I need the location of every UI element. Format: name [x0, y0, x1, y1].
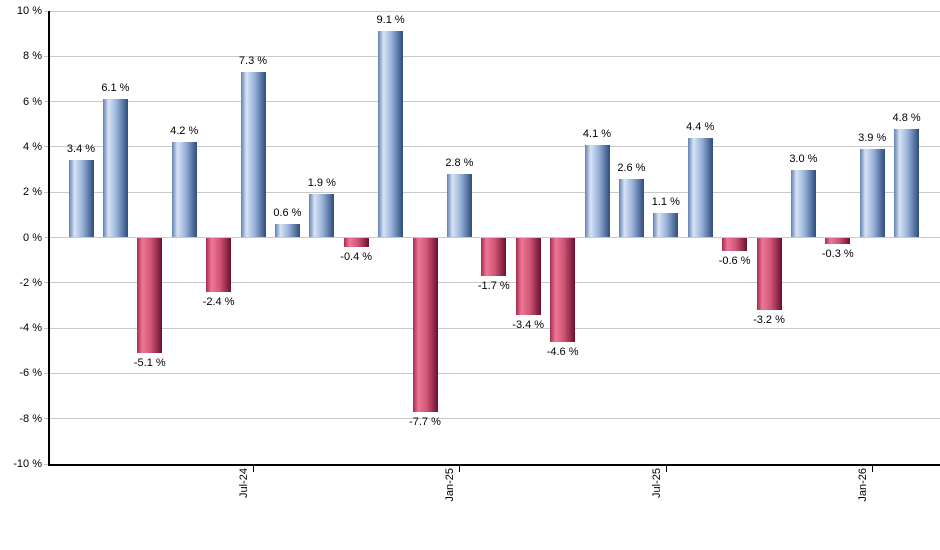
bar-value-label: 9.1 %: [376, 14, 405, 27]
gridline: [44, 101, 940, 103]
bar-positive: [618, 178, 644, 238]
y-axis-tick-label: 8 %: [23, 50, 42, 63]
bar-negative: [343, 237, 369, 247]
bar-value-label: 2.8 %: [445, 157, 474, 170]
y-axis-tick-label: 0 %: [23, 231, 42, 244]
y-axis-tick-label: -8 %: [19, 412, 42, 425]
bar-value-label: 0.6 %: [273, 206, 302, 219]
x-axis-tick: [665, 466, 667, 472]
x-axis-tick-label: Jan-25: [444, 468, 457, 502]
y-axis-tick-label: 10 %: [16, 5, 42, 17]
bar-value-label: 1.9 %: [307, 177, 336, 190]
bar-positive: [653, 212, 679, 238]
gridline: [44, 146, 940, 148]
bar-value-label: 1.1 %: [651, 195, 680, 208]
bar-value-label: -1.7 %: [477, 280, 510, 292]
bar-positive: [68, 160, 94, 238]
bar-negative: [481, 237, 507, 276]
bar-value-label: 4.4 %: [686, 120, 715, 133]
x-axis-tick: [872, 466, 874, 472]
bar-positive: [859, 149, 885, 238]
bar-value-label: -4.6 %: [546, 345, 579, 358]
gridline: [44, 282, 940, 284]
gridline: [44, 418, 940, 420]
bar-negative: [412, 237, 438, 412]
gridline: [44, 191, 940, 193]
y-axis-tick-label: -4 %: [19, 322, 42, 335]
bar-negative: [756, 237, 782, 310]
bar-positive: [171, 142, 197, 238]
x-axis-tick: [459, 466, 461, 472]
gridline: [44, 372, 940, 374]
x-axis-tick: [253, 466, 254, 472]
bar-value-label: 3.0 %: [789, 152, 818, 165]
y-axis-line: [48, 11, 50, 466]
bar-positive: [446, 174, 472, 238]
bar-positive: [378, 31, 404, 238]
gridline: [44, 10, 940, 12]
bar-value-label: 4.2 %: [170, 125, 199, 138]
bar-value-label: 7.3 %: [238, 55, 268, 68]
bar-positive: [309, 194, 335, 238]
bar-positive: [687, 137, 713, 238]
y-axis-tick-label: 4 %: [23, 140, 42, 153]
bar-positive: [584, 144, 610, 238]
bar-value-label: 4.1 %: [582, 127, 612, 140]
y-axis-tick-label: -10 %: [13, 458, 42, 470]
bar-positive: [240, 72, 266, 238]
bar-negative: [550, 237, 576, 342]
y-axis-tick-label: -2 %: [19, 276, 42, 289]
bar-value-label: 3.4 %: [66, 143, 96, 156]
y-axis-tick-label: 6 %: [23, 95, 42, 108]
gridline: [44, 327, 940, 329]
bar-negative: [825, 237, 851, 245]
x-axis-tick-label: Jul-24: [238, 468, 250, 498]
bar-value-label: -0.6 %: [718, 255, 751, 268]
bar-value-label: 2.6 %: [617, 161, 646, 174]
bar-positive: [274, 223, 300, 238]
x-axis-tick-label: Jul-25: [650, 468, 663, 498]
x-axis-line: [48, 464, 940, 466]
x-axis-tick-label: Jan-26: [857, 468, 870, 502]
y-axis-tick-label: -6 %: [19, 367, 42, 380]
bar-value-label: 3.9 %: [858, 132, 887, 145]
bar-negative: [515, 237, 541, 315]
bar-value-label: -3.2 %: [753, 313, 785, 326]
bar-value-label: -5.1 %: [133, 357, 166, 369]
y-axis-tick-label: 2 %: [23, 186, 42, 199]
bar-value-label: -7.7 %: [409, 415, 441, 428]
bar-negative: [206, 237, 232, 292]
gridline: [44, 55, 940, 57]
bar-value-label: -2.4 %: [202, 295, 235, 308]
bar-positive: [790, 169, 816, 238]
bar-negative: [722, 237, 748, 252]
bar-value-label: -0.3 %: [821, 248, 854, 261]
bar-positive: [894, 128, 920, 238]
bar-positive: [102, 99, 128, 238]
bar-value-label: 4.8 %: [892, 111, 921, 124]
bar-value-label: -0.4 %: [340, 250, 373, 263]
bar-value-label: -3.4 %: [512, 318, 545, 331]
bar-negative: [137, 237, 163, 353]
bar-value-label: 6.1 %: [101, 82, 130, 95]
